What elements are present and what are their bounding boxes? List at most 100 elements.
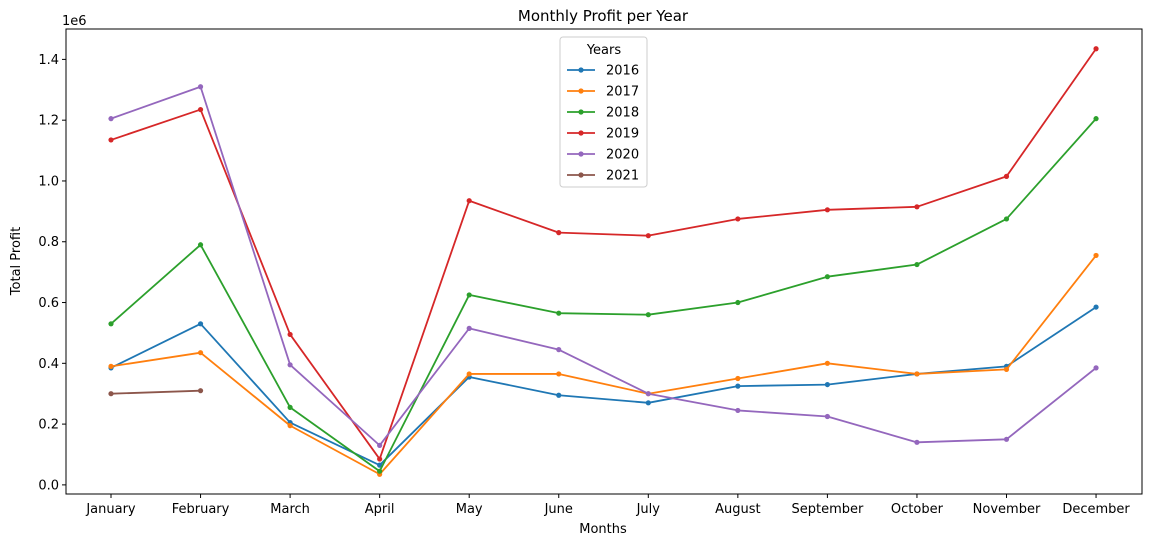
data-point <box>914 204 920 210</box>
data-point <box>466 198 472 204</box>
data-point <box>556 230 562 236</box>
data-point <box>556 310 562 316</box>
x-tick-label: March <box>270 502 310 517</box>
data-point <box>556 371 562 377</box>
y-axis: 0.0 0.2 0.4 0.6 0.8 1.0 1.2 1.4 <box>38 53 66 493</box>
data-point <box>108 391 114 397</box>
legend-box <box>559 36 648 188</box>
data-point <box>197 388 204 394</box>
data-point <box>1003 216 1010 222</box>
legend-marker <box>578 151 584 157</box>
legend-label: 2021 <box>606 169 639 184</box>
data-point <box>914 439 920 445</box>
y-tick-label: 1.0 <box>38 174 59 189</box>
legend-item: 2020 <box>567 148 639 163</box>
data-point <box>914 261 920 268</box>
legend-label: 2019 <box>606 127 639 142</box>
data-point <box>1003 173 1010 179</box>
legend-label: 2016 <box>606 64 639 79</box>
data-point <box>914 371 920 377</box>
series-2018 <box>108 116 1099 474</box>
data-point <box>197 84 204 90</box>
data-point <box>466 292 472 298</box>
data-point <box>287 404 293 410</box>
data-point <box>287 331 293 338</box>
data-point <box>1093 365 1099 371</box>
data-point <box>1093 252 1099 259</box>
data-point <box>466 371 472 377</box>
data-point <box>197 106 204 113</box>
data-point <box>645 391 651 397</box>
legend-item: 2017 <box>567 85 639 100</box>
data-point <box>645 312 651 318</box>
x-axis-title: Months <box>579 522 627 537</box>
data-point <box>1003 436 1010 442</box>
chart-title: Monthly Profit per Year <box>518 7 689 25</box>
legend-marker <box>578 109 584 115</box>
series-line <box>110 389 201 395</box>
legend: Years 2016 2017 2018 2019 2020 2021 <box>559 36 648 188</box>
data-point <box>556 392 562 398</box>
data-point <box>197 321 204 327</box>
data-point <box>1093 116 1099 122</box>
plot-frame <box>65 28 1143 495</box>
x-tick-label: November <box>973 502 1041 517</box>
x-tick-label: May <box>456 502 483 517</box>
x-tick-label: April <box>365 502 395 517</box>
series-line <box>110 85 1097 447</box>
x-tick-label: September <box>791 502 864 517</box>
legend-label: 2020 <box>606 148 639 163</box>
x-tick-label: July <box>636 502 661 517</box>
data-point <box>824 360 831 366</box>
y-tick-label: 0.6 <box>38 296 59 311</box>
series-line <box>110 254 1097 476</box>
data-point <box>108 321 114 327</box>
data-point <box>824 274 831 280</box>
legend-marker <box>578 88 584 94</box>
legend-marker <box>578 67 584 73</box>
x-tick-label: June <box>544 502 573 517</box>
series-2017 <box>108 252 1099 477</box>
data-point <box>197 242 204 248</box>
data-point <box>824 413 831 420</box>
plot-area: 0.0 0.2 0.4 0.6 0.8 1.0 1.2 1.4 January February… <box>38 28 1143 517</box>
x-tick-label: January <box>85 502 136 517</box>
data-point <box>108 363 114 369</box>
legend-item: 2016 <box>567 64 639 79</box>
data-point <box>735 299 741 306</box>
data-point <box>1093 304 1099 310</box>
legend-marker <box>578 172 584 178</box>
data-point <box>287 362 293 368</box>
y-tick-label: 1.4 <box>38 53 59 68</box>
series-2019 <box>108 46 1099 462</box>
data-point <box>377 468 383 474</box>
data-point <box>377 462 383 468</box>
legend-label: 2017 <box>606 85 639 100</box>
y-tick-label: 0.8 <box>38 235 59 250</box>
y-offset-label: 1e6 <box>62 14 87 29</box>
data-point <box>377 442 383 448</box>
series-line <box>110 48 1097 460</box>
legend-item: 2019 <box>567 127 639 142</box>
data-point <box>1093 46 1099 52</box>
y-tick-label: 0.2 <box>38 418 59 433</box>
x-tick-label: August <box>715 502 761 517</box>
data-point <box>197 350 204 356</box>
data-point <box>735 407 741 414</box>
series-2020 <box>108 84 1099 448</box>
data-point <box>556 347 562 353</box>
y-axis-title: Total Profit <box>9 227 24 296</box>
legend-item: 2021 <box>567 169 639 184</box>
data-point <box>287 423 293 429</box>
series-2016 <box>108 304 1099 468</box>
series-2021 <box>108 388 204 397</box>
legend-title: Years <box>586 43 622 58</box>
y-tick-label: 0.4 <box>38 357 59 372</box>
x-tick-label: December <box>1062 502 1130 517</box>
data-point <box>824 381 831 388</box>
legend-item: 2018 <box>567 106 639 121</box>
x-tick-label: February <box>172 502 230 517</box>
data-point <box>735 375 741 382</box>
data-point <box>735 216 741 222</box>
